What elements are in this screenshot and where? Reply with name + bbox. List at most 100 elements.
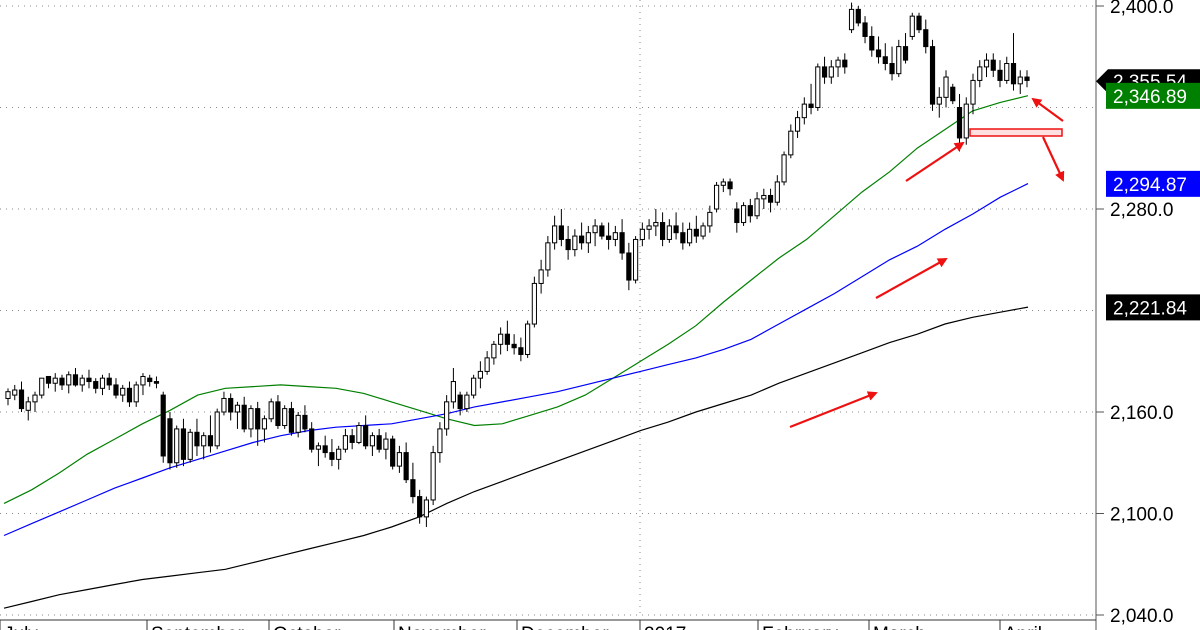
candle xyxy=(302,405,308,433)
candle-body-up xyxy=(977,66,983,81)
candle xyxy=(349,428,355,450)
trend-arrow xyxy=(875,258,948,299)
candle-body-up xyxy=(450,381,456,403)
candle xyxy=(464,391,470,412)
candle xyxy=(437,422,443,463)
candle-body-up xyxy=(187,431,193,460)
candle-body-down xyxy=(322,445,328,454)
candle xyxy=(342,428,349,453)
candle xyxy=(680,222,686,250)
candle-body-up xyxy=(666,225,672,240)
candle xyxy=(45,375,52,389)
candle xyxy=(977,60,983,88)
month-label: July xyxy=(4,624,38,630)
candle xyxy=(32,391,38,412)
candle-body-up xyxy=(653,222,659,227)
candle xyxy=(336,445,342,470)
candle-body-down xyxy=(673,225,679,234)
candle-body-up xyxy=(592,225,598,234)
candle xyxy=(525,320,531,358)
candle xyxy=(767,188,774,213)
candle xyxy=(875,36,882,64)
candle-body-down xyxy=(923,29,929,48)
month-label: 2017 xyxy=(644,624,686,630)
price-tag-box xyxy=(1106,294,1200,321)
candle xyxy=(956,93,963,152)
candle xyxy=(882,43,888,71)
candle xyxy=(997,60,1003,88)
candle-body-up xyxy=(740,205,747,224)
candle xyxy=(781,151,787,186)
candle-body-down xyxy=(180,428,187,460)
candle xyxy=(288,401,295,436)
candle xyxy=(592,219,598,247)
candle-body-up xyxy=(99,377,106,389)
candle xyxy=(653,209,659,237)
month-label: December xyxy=(521,624,609,630)
candle-body-down xyxy=(302,414,308,430)
candle xyxy=(896,39,902,78)
candle xyxy=(147,374,153,387)
candle xyxy=(93,378,99,394)
candle xyxy=(25,396,31,421)
candle xyxy=(990,53,996,78)
candle xyxy=(79,374,85,392)
candle xyxy=(66,371,72,394)
candle-body-up xyxy=(282,408,288,427)
candle xyxy=(929,39,936,111)
candle xyxy=(869,26,875,57)
candle xyxy=(187,428,193,463)
candle xyxy=(444,395,450,436)
candle-body-down xyxy=(241,404,247,430)
candle xyxy=(52,373,58,392)
candle xyxy=(916,12,922,34)
candle-body-up xyxy=(963,103,969,139)
price-axis: 2,040.0 2,100.0 2,160.0 2,280.0 2,400.0 xyxy=(1095,0,1173,630)
candle xyxy=(943,70,949,108)
candle-body-down xyxy=(309,428,315,450)
candle-body-up xyxy=(174,428,180,464)
candle xyxy=(369,432,376,456)
candle xyxy=(363,415,369,450)
candle-body-up xyxy=(25,401,31,411)
candle-body-up xyxy=(720,181,726,186)
candle xyxy=(774,175,780,206)
candle xyxy=(552,215,558,250)
candle-body-down xyxy=(1010,63,1017,85)
candle-body-up xyxy=(633,238,639,281)
candle-body-up xyxy=(525,323,531,355)
candle xyxy=(504,320,510,352)
candle-body-down xyxy=(288,408,295,433)
month-label: September xyxy=(151,624,245,630)
candle-body-down xyxy=(153,381,160,384)
price-tag-box xyxy=(1106,82,1200,109)
trend-arrow xyxy=(1042,136,1065,182)
candle xyxy=(234,401,241,429)
candle-body-down xyxy=(410,479,416,498)
candle-body-down xyxy=(869,35,875,51)
candle xyxy=(619,219,625,260)
candle-body-up xyxy=(444,401,450,430)
candle-body-up xyxy=(835,59,841,68)
candle-body-down xyxy=(902,46,909,61)
candle xyxy=(322,435,328,458)
candle xyxy=(329,439,335,467)
candle xyxy=(214,408,220,450)
candle-body-up xyxy=(781,154,787,183)
candle xyxy=(261,415,268,443)
candle-body-up xyxy=(140,375,146,386)
candle-body-down xyxy=(457,394,463,410)
candle xyxy=(659,212,666,247)
candle xyxy=(666,219,672,243)
candle-body-down xyxy=(417,496,423,518)
candle-body-up xyxy=(477,370,483,379)
candle-body-down xyxy=(255,408,261,430)
candle xyxy=(693,215,699,243)
candle-body-up xyxy=(936,96,942,105)
candle xyxy=(390,435,396,470)
price-tag-label: 2,221.84 xyxy=(1113,298,1187,319)
candle xyxy=(174,425,180,468)
candle xyxy=(720,178,726,193)
candle-body-up xyxy=(794,117,801,132)
